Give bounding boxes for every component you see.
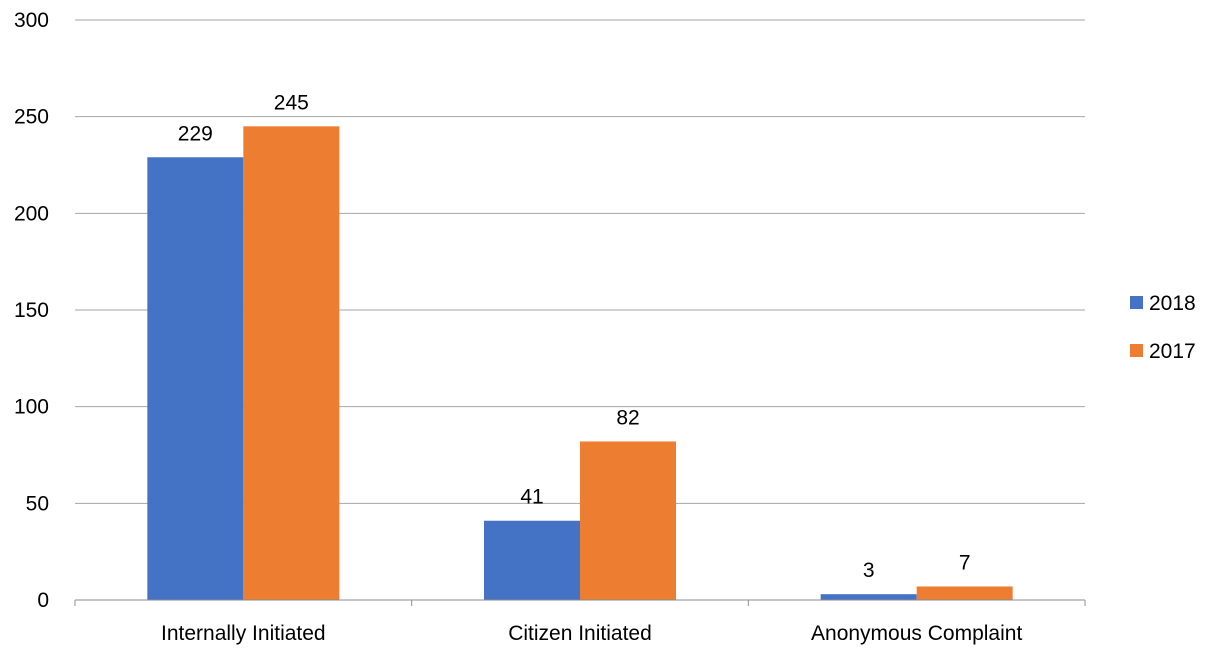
legend: 2018 2017 <box>1130 292 1196 363</box>
y-tick-label: 250 <box>14 106 49 129</box>
data-label: 7 <box>959 551 971 574</box>
bar-2017-2 <box>916 586 1013 600</box>
bar-2018-0 <box>147 157 244 600</box>
x-axis-category-labels: Internally Initiated Citizen Initiated Ano… <box>161 622 1022 645</box>
y-tick-label: 300 <box>14 9 49 32</box>
data-label: 82 <box>616 406 639 429</box>
y-tick-label: 150 <box>14 299 49 322</box>
y-tick-label: 100 <box>14 396 49 419</box>
data-label: 229 <box>178 122 213 145</box>
data-label: 41 <box>520 486 543 509</box>
legend-swatch <box>1130 296 1143 309</box>
x-category-label: Citizen Initiated <box>508 622 652 645</box>
y-tick-label: 0 <box>37 589 49 612</box>
legend-label: 2017 <box>1149 340 1196 363</box>
y-tick-label: 50 <box>26 492 49 515</box>
legend-swatch <box>1130 344 1143 357</box>
x-axis <box>74 599 1086 606</box>
x-category-label: Internally Initiated <box>161 622 326 645</box>
data-label: 245 <box>274 91 309 114</box>
x-category-label: Anonymous Complaint <box>811 622 1022 645</box>
y-axis-tick-labels: 0 50 100 150 200 250 300 <box>14 9 49 612</box>
data-label: 3 <box>863 559 875 582</box>
legend-label: 2018 <box>1149 292 1196 315</box>
bar-2017-0 <box>243 126 340 600</box>
bars <box>147 126 1013 600</box>
y-tick-label: 200 <box>14 202 49 225</box>
bar-2018-1 <box>484 520 580 600</box>
data-labels: 229 245 41 82 3 7 <box>178 91 971 582</box>
bar-2017-1 <box>580 441 676 600</box>
bar-2018-2 <box>820 594 917 600</box>
